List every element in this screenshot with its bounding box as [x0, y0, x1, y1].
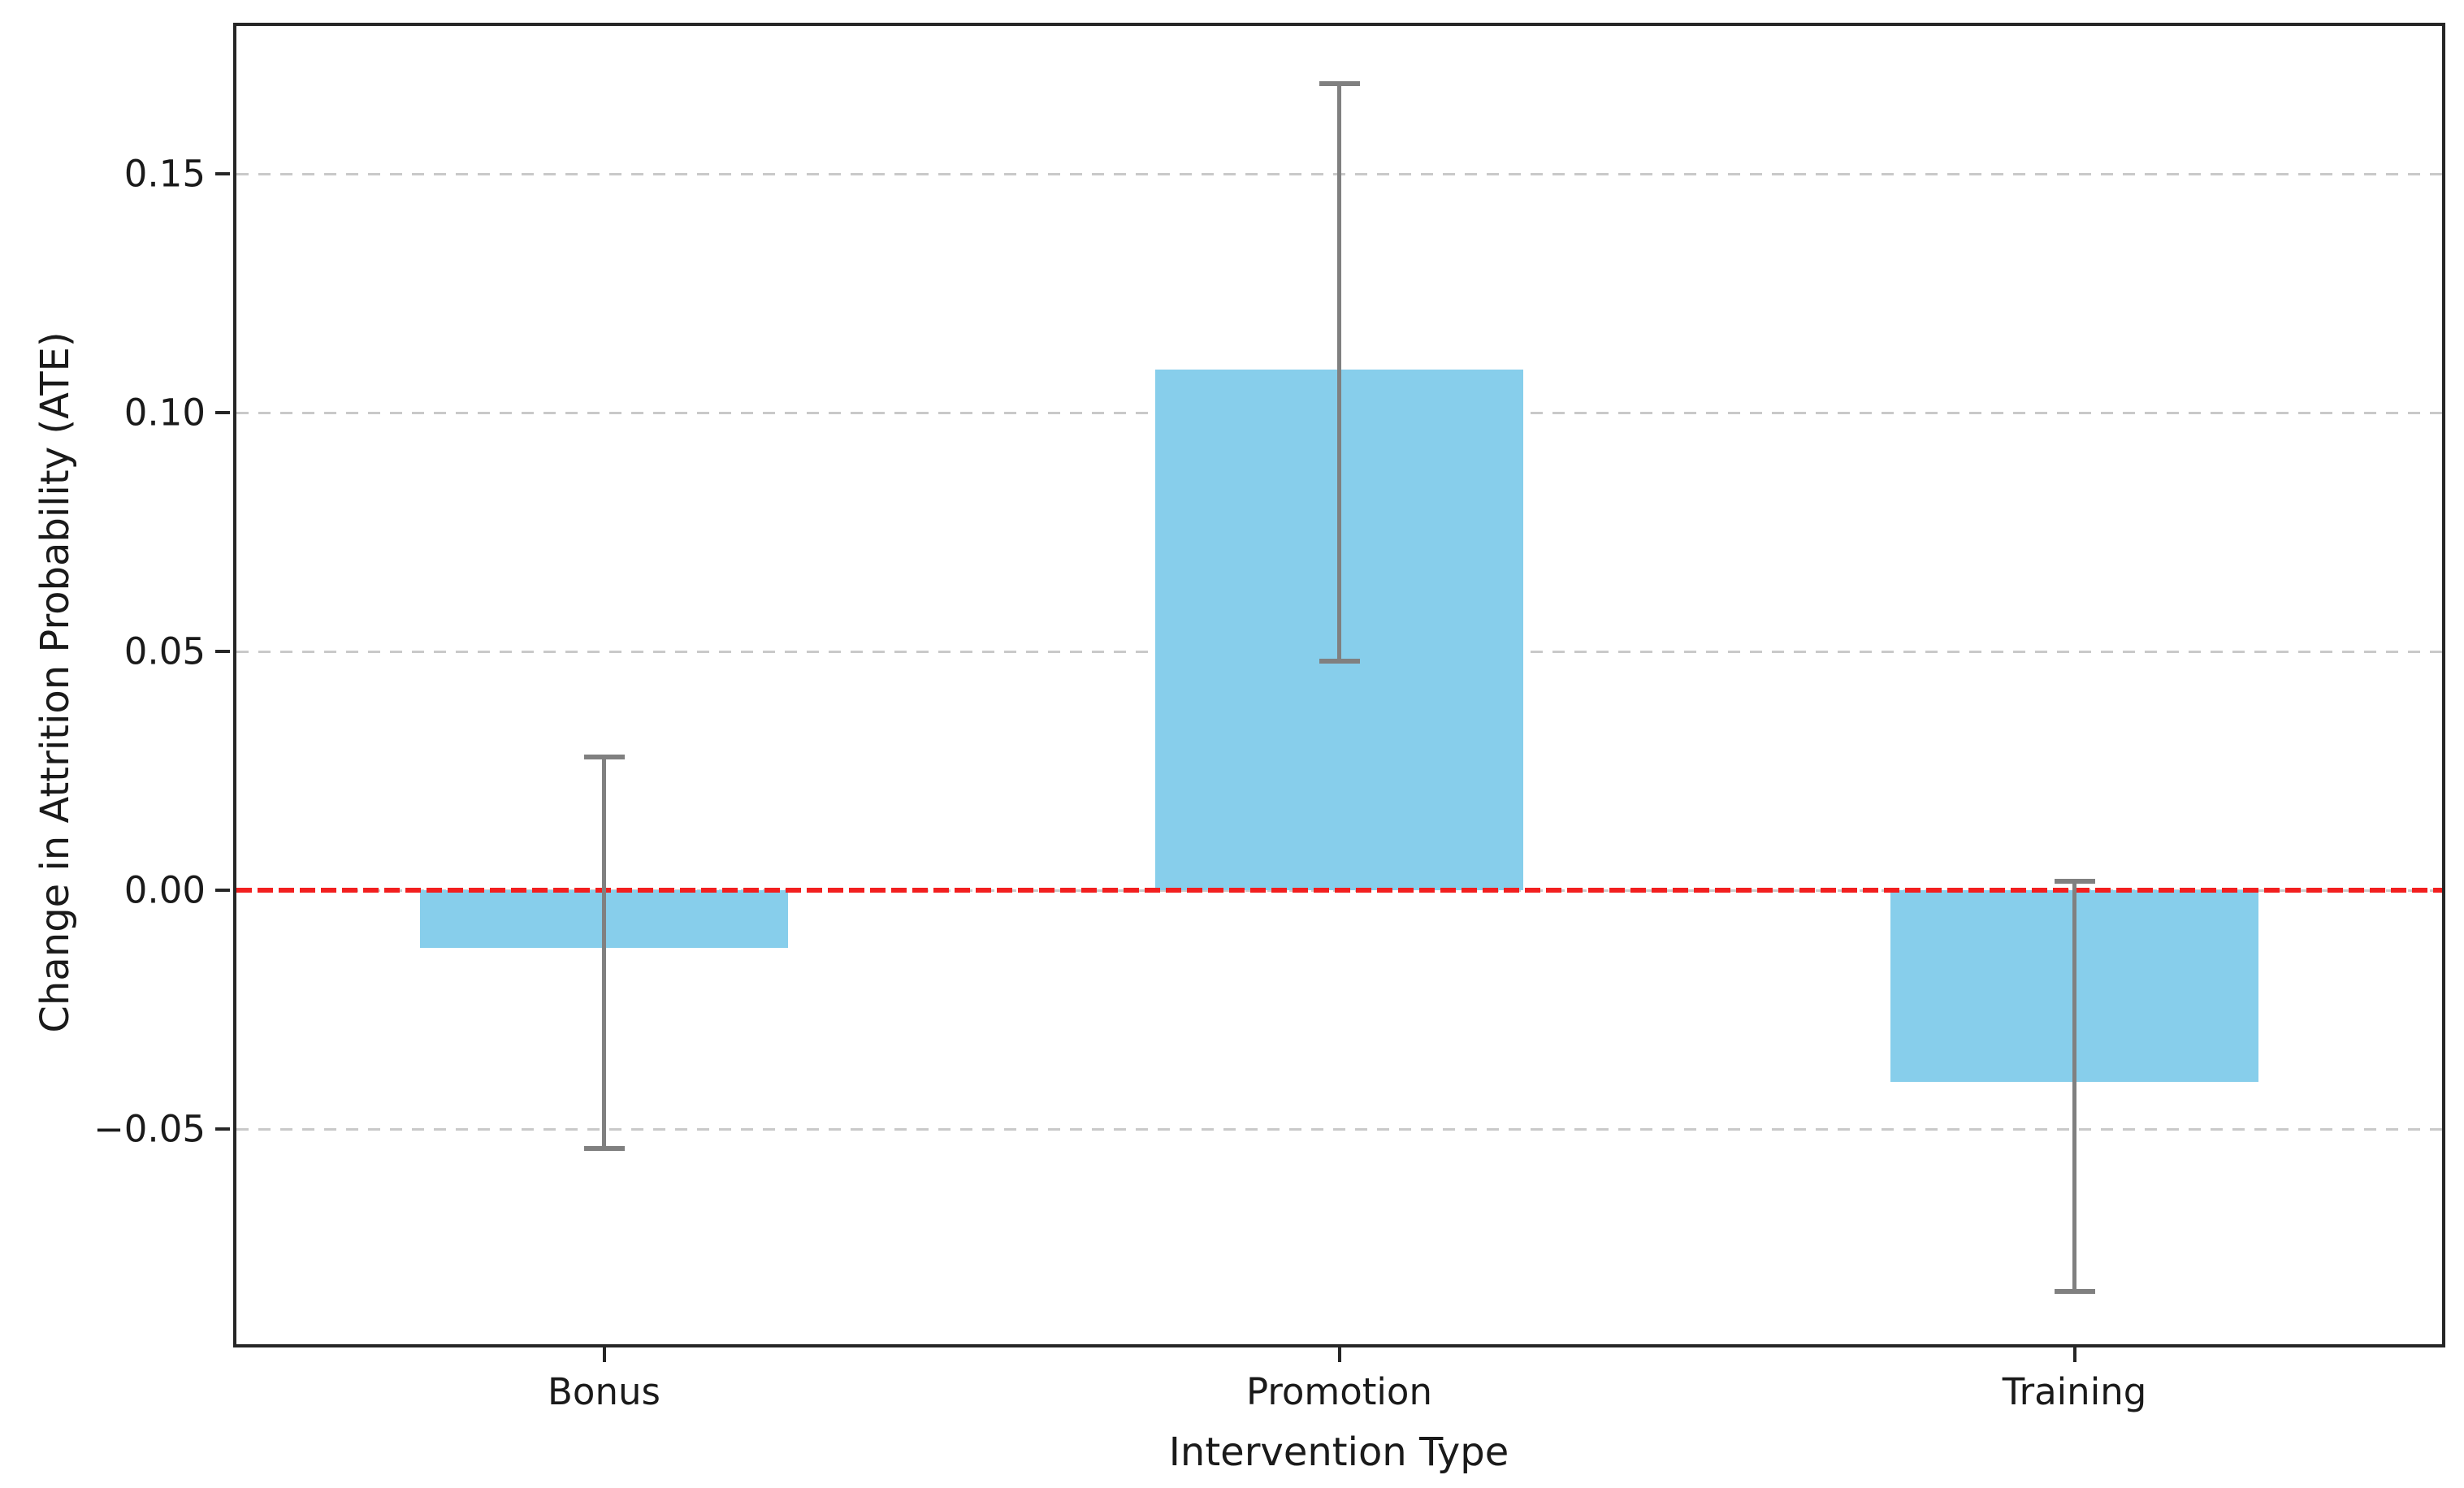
y-tick-label: 0.15 — [123, 152, 206, 196]
y-tick-mark — [215, 1127, 230, 1131]
error-cap-bottom-training — [2054, 1289, 2095, 1295]
x-axis-label: Intervention Type — [1168, 1430, 1509, 1475]
x-tick-label-training: Training — [2002, 1370, 2147, 1413]
x-tick-mark — [602, 1347, 606, 1362]
x-tick-mark — [2072, 1347, 2076, 1362]
y-tick-label: 0.00 — [123, 868, 206, 912]
error-cap-bottom-bonus — [583, 1145, 625, 1151]
y-tick-mark — [215, 172, 230, 176]
x-tick-label-promotion: Promotion — [1246, 1370, 1432, 1413]
y-tick-mark — [215, 411, 230, 415]
y-tick-mark — [215, 650, 230, 654]
plot-area: 0.15 0.10 0.05 0.00 −0.05 Bonus Promotion Train… — [93, 23, 2445, 1410]
y-tick-label: 0.10 — [123, 391, 206, 435]
gridline-y-−0.05 — [236, 1127, 2442, 1131]
x-tick-label-bonus: Bonus — [548, 1370, 660, 1413]
y-tick-mark — [215, 889, 230, 893]
y-tick-label: 0.05 — [123, 629, 206, 673]
error-bar-bonus — [602, 756, 606, 1148]
error-bar-training — [2072, 880, 2076, 1292]
y-axis-label: Change in Attrition Probability (ATE) — [32, 331, 78, 1033]
error-cap-top-promotion — [1319, 80, 1360, 86]
error-cap-top-bonus — [583, 754, 625, 759]
error-cap-bottom-promotion — [1319, 659, 1360, 664]
error-bar-promotion — [1337, 83, 1341, 662]
zero-reference-line — [236, 888, 2442, 893]
y-tick-label: −0.05 — [93, 1107, 206, 1151]
error-cap-top-training — [2054, 878, 2095, 884]
x-tick-mark — [1337, 1347, 1341, 1362]
